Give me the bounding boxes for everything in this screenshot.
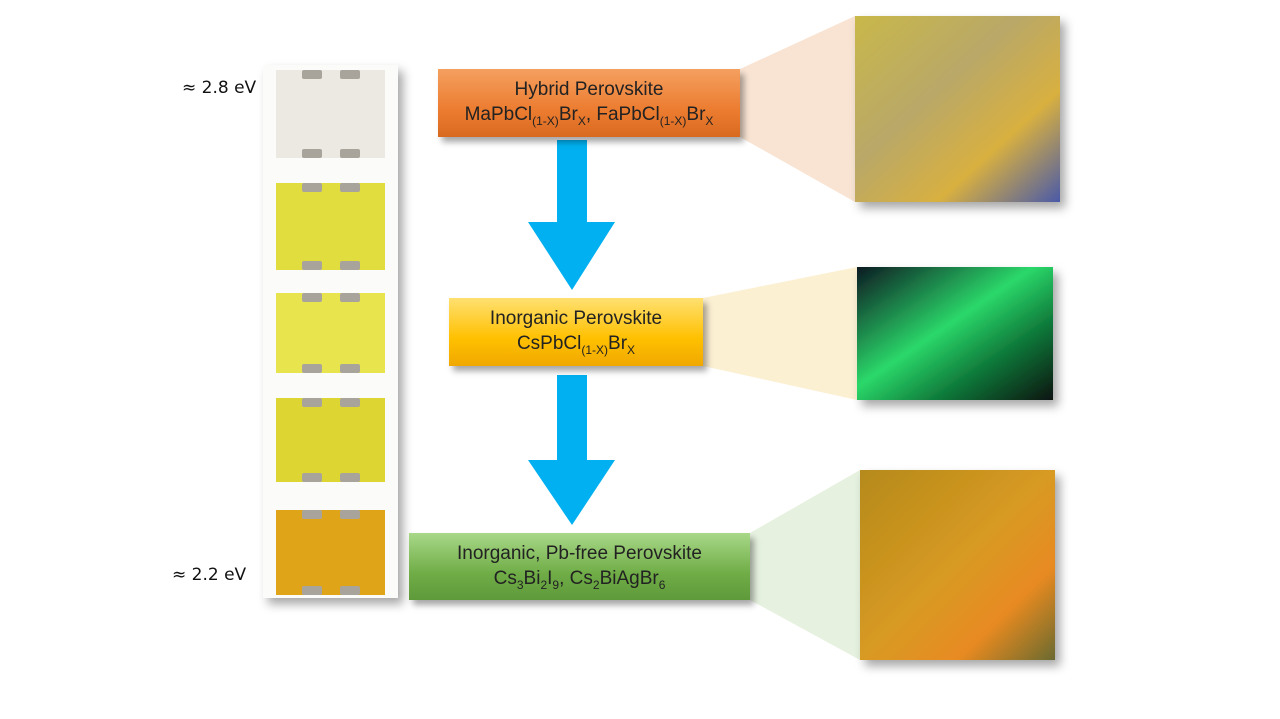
photo (860, 470, 1055, 660)
contact (340, 586, 360, 595)
formula: CsPbCl(1-X)BrX (517, 331, 635, 358)
formula-text: BiAgBr (599, 567, 659, 589)
contact (302, 510, 322, 519)
arrow (528, 375, 615, 525)
subscript: (1-X) (532, 114, 559, 128)
contact (302, 473, 322, 482)
subscript: (1-X) (659, 114, 687, 128)
subscript: 3 (516, 577, 524, 592)
subscript: 2 (540, 577, 548, 592)
subscript: X (705, 114, 714, 128)
subscript: (1-X) (581, 343, 609, 357)
contact (340, 149, 360, 158)
contact (340, 293, 360, 302)
contact (340, 261, 360, 270)
bandgap-label: ≈ 2.2 eV (172, 565, 247, 585)
contact (340, 70, 360, 79)
contacts (302, 70, 360, 595)
material-box: Hybrid Perovskite MaPbCl(1-X)BrX, FaPbCl… (438, 69, 740, 137)
callout (750, 470, 860, 660)
formula-text: Br (686, 104, 706, 125)
contact (302, 398, 322, 407)
formula: Cs3Bi2I9, Cs2BiAgBr6 (494, 566, 666, 593)
contact (302, 293, 322, 302)
subscript: 6 (658, 577, 666, 592)
material-box: Inorganic, Pb-free Perovskite Cs3Bi2I9, … (409, 533, 750, 600)
contact (302, 70, 322, 79)
formula-text: Br (558, 104, 578, 125)
formula-text: CsPbCl (516, 333, 582, 354)
box-title: Inorganic Perovskite (489, 308, 663, 329)
formula-text: Bi (523, 567, 541, 589)
box-title: Inorganic, Pb-free Perovskite (456, 542, 702, 564)
formula: MaPbCl(1-X)BrX, FaPbCl(1-X)BrX (465, 102, 714, 129)
bandgap-label: ≈ 2.8 eV (182, 78, 257, 98)
photo (857, 267, 1053, 400)
formula-text: MaPbCl (464, 104, 533, 125)
contact (302, 183, 322, 192)
formula-text: Cs (493, 567, 517, 589)
callout (703, 267, 857, 400)
contact (340, 364, 360, 373)
contact (302, 364, 322, 373)
subscript: X (577, 114, 586, 128)
contact (340, 398, 360, 407)
formula-text: , Cs (559, 567, 593, 589)
arrow (528, 140, 615, 290)
formula-text: Br (608, 333, 628, 354)
subscript: 9 (552, 577, 560, 592)
contact (302, 149, 322, 158)
callout (740, 16, 855, 202)
contact (340, 473, 360, 482)
material-box: Inorganic Perovskite CsPbCl(1-X)BrX (449, 298, 703, 366)
formula-text: I (547, 567, 553, 589)
subscript: 2 (592, 577, 600, 592)
contact (340, 510, 360, 519)
contact (340, 183, 360, 192)
samples (276, 70, 385, 595)
formula-text: , FaPbCl (585, 104, 660, 125)
subscript: X (627, 343, 636, 357)
box-title: Hybrid Perovskite (514, 79, 664, 100)
photo (855, 16, 1060, 202)
contact (302, 586, 322, 595)
contact (302, 261, 322, 270)
